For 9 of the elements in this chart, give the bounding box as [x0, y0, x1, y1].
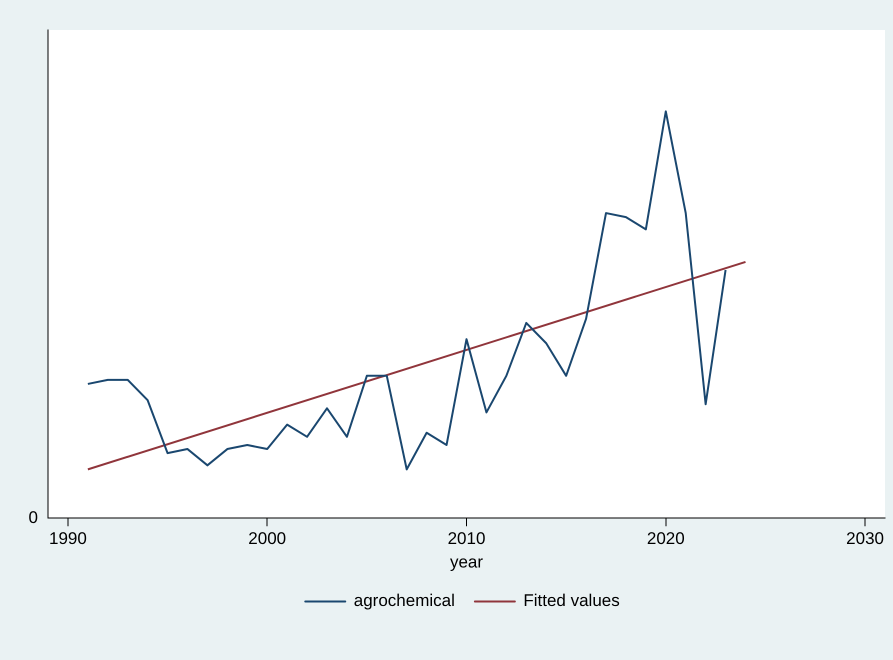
- legend-label: agrochemical: [354, 591, 455, 610]
- x-tick-label: 1990: [49, 529, 87, 548]
- x-axis-title: year: [450, 552, 484, 572]
- x-tick-label: 2030: [846, 529, 884, 548]
- legend-label: Fitted values: [523, 591, 620, 610]
- x-tick-label: 2010: [448, 529, 486, 548]
- x-tick-label: 2020: [646, 529, 685, 548]
- x-tick-label: 2000: [248, 529, 286, 548]
- text: 0: [28, 508, 38, 527]
